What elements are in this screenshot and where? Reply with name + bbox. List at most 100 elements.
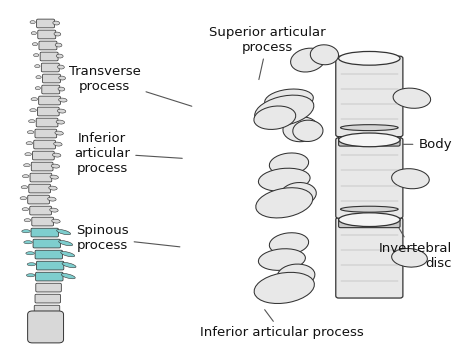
Ellipse shape [49,186,57,190]
Ellipse shape [21,186,28,189]
Ellipse shape [54,142,62,146]
Ellipse shape [258,168,310,191]
FancyBboxPatch shape [338,126,400,146]
Ellipse shape [281,183,316,205]
FancyBboxPatch shape [39,96,60,105]
Ellipse shape [269,153,309,175]
Ellipse shape [61,273,75,279]
FancyBboxPatch shape [38,30,56,39]
FancyBboxPatch shape [336,218,403,298]
FancyBboxPatch shape [336,56,403,137]
FancyBboxPatch shape [42,85,60,94]
FancyBboxPatch shape [36,19,55,28]
Ellipse shape [340,125,398,131]
Ellipse shape [28,120,35,123]
Ellipse shape [27,263,36,266]
Ellipse shape [392,169,429,189]
Ellipse shape [310,45,338,65]
Ellipse shape [291,48,325,72]
Text: Superior articular
process: Superior articular process [210,26,326,79]
FancyBboxPatch shape [36,283,61,292]
Ellipse shape [277,264,315,287]
Ellipse shape [35,65,40,68]
FancyBboxPatch shape [41,63,59,72]
Ellipse shape [61,252,75,257]
Text: Spinous
process: Spinous process [76,224,180,252]
Ellipse shape [48,197,56,201]
Ellipse shape [53,153,61,157]
Ellipse shape [255,95,314,126]
FancyBboxPatch shape [28,195,49,204]
Ellipse shape [254,106,296,130]
Ellipse shape [264,89,313,111]
FancyBboxPatch shape [30,206,52,215]
Ellipse shape [30,21,35,24]
FancyBboxPatch shape [34,140,55,149]
FancyBboxPatch shape [35,129,57,138]
Text: Invertebral
disc: Invertebral disc [379,228,452,270]
Ellipse shape [31,32,36,35]
FancyBboxPatch shape [40,52,58,61]
Ellipse shape [22,175,29,178]
Ellipse shape [338,133,400,147]
Ellipse shape [58,87,65,91]
Ellipse shape [56,120,64,124]
Ellipse shape [24,219,31,222]
FancyBboxPatch shape [35,250,63,259]
FancyBboxPatch shape [336,138,403,218]
FancyBboxPatch shape [36,261,64,270]
Ellipse shape [59,76,65,80]
FancyBboxPatch shape [338,208,400,227]
FancyBboxPatch shape [29,184,51,193]
Ellipse shape [393,88,430,108]
Ellipse shape [54,32,61,36]
Ellipse shape [35,87,40,90]
FancyBboxPatch shape [36,272,63,281]
Ellipse shape [55,131,64,135]
Text: Body: Body [403,138,452,151]
FancyBboxPatch shape [34,316,59,325]
Ellipse shape [25,153,31,156]
FancyBboxPatch shape [33,151,54,160]
Ellipse shape [55,43,62,47]
Ellipse shape [57,230,71,235]
Ellipse shape [24,241,32,244]
FancyBboxPatch shape [43,74,61,83]
FancyBboxPatch shape [35,294,61,303]
Ellipse shape [59,98,67,102]
Ellipse shape [50,208,58,212]
Ellipse shape [20,197,27,200]
FancyBboxPatch shape [32,217,54,226]
Ellipse shape [269,233,309,255]
FancyBboxPatch shape [31,228,58,237]
Ellipse shape [57,65,64,69]
FancyBboxPatch shape [31,162,53,171]
Ellipse shape [22,230,30,233]
Ellipse shape [26,252,35,255]
Text: Inferior
articular
process: Inferior articular process [74,132,182,175]
Ellipse shape [31,98,37,101]
Ellipse shape [36,75,41,79]
Ellipse shape [56,54,63,58]
Ellipse shape [51,164,60,168]
Ellipse shape [26,142,33,145]
FancyBboxPatch shape [34,305,60,314]
FancyBboxPatch shape [30,173,52,182]
Ellipse shape [258,249,305,270]
Ellipse shape [27,274,35,277]
Ellipse shape [27,131,34,134]
Ellipse shape [53,21,60,25]
Ellipse shape [338,52,400,65]
Ellipse shape [24,164,30,167]
Ellipse shape [50,175,58,179]
Text: Inferior articular process: Inferior articular process [200,310,364,339]
Ellipse shape [52,219,60,223]
Ellipse shape [340,206,398,212]
Ellipse shape [283,117,319,142]
Ellipse shape [30,109,36,112]
Ellipse shape [338,213,400,226]
Ellipse shape [254,272,314,304]
Ellipse shape [392,248,428,267]
FancyBboxPatch shape [27,311,64,343]
Text: Transverse
process: Transverse process [69,65,192,106]
